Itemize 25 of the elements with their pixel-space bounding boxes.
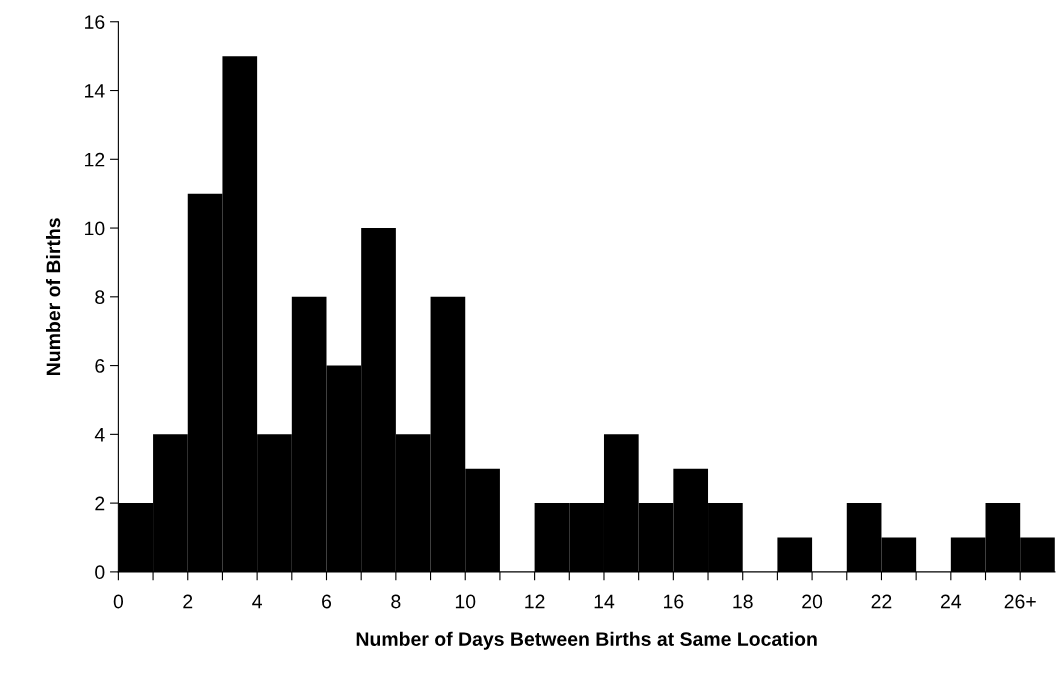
y-tick-label: 16: [85, 15, 105, 29]
x-tick-label: 12: [525, 594, 545, 609]
x-tick-label: 22: [871, 594, 892, 609]
y-tick-label: 10: [85, 221, 105, 236]
x-tick-label: 2: [183, 594, 193, 609]
x-tick-label: 26+: [1004, 594, 1036, 609]
x-tick-label: 0: [113, 594, 124, 609]
x-tick-label: 10: [455, 594, 476, 609]
x-axis-title: Number of Days Between Births at Same Location: [356, 631, 817, 650]
y-tick-label: 14: [85, 84, 105, 98]
x-tick-label: 18: [733, 594, 753, 609]
y-tick-label: 8: [95, 290, 105, 305]
x-tick-label: 24: [941, 594, 962, 609]
y-tick-label: 0: [95, 565, 105, 580]
y-tick-label: 2: [95, 496, 105, 511]
y-tick-label: 6: [95, 359, 105, 373]
y-axis-title: Number of Births: [45, 218, 61, 375]
x-tick-label: 16: [664, 594, 684, 609]
x-tick-label: 14: [594, 594, 615, 609]
y-tick-label: 12: [85, 152, 105, 167]
x-tick-label: 6: [322, 594, 332, 609]
x-tick-label: 8: [391, 594, 401, 609]
x-tick-label: 4: [252, 594, 262, 609]
x-tick-label: 20: [802, 594, 823, 609]
y-tick-label: 4: [94, 428, 105, 442]
